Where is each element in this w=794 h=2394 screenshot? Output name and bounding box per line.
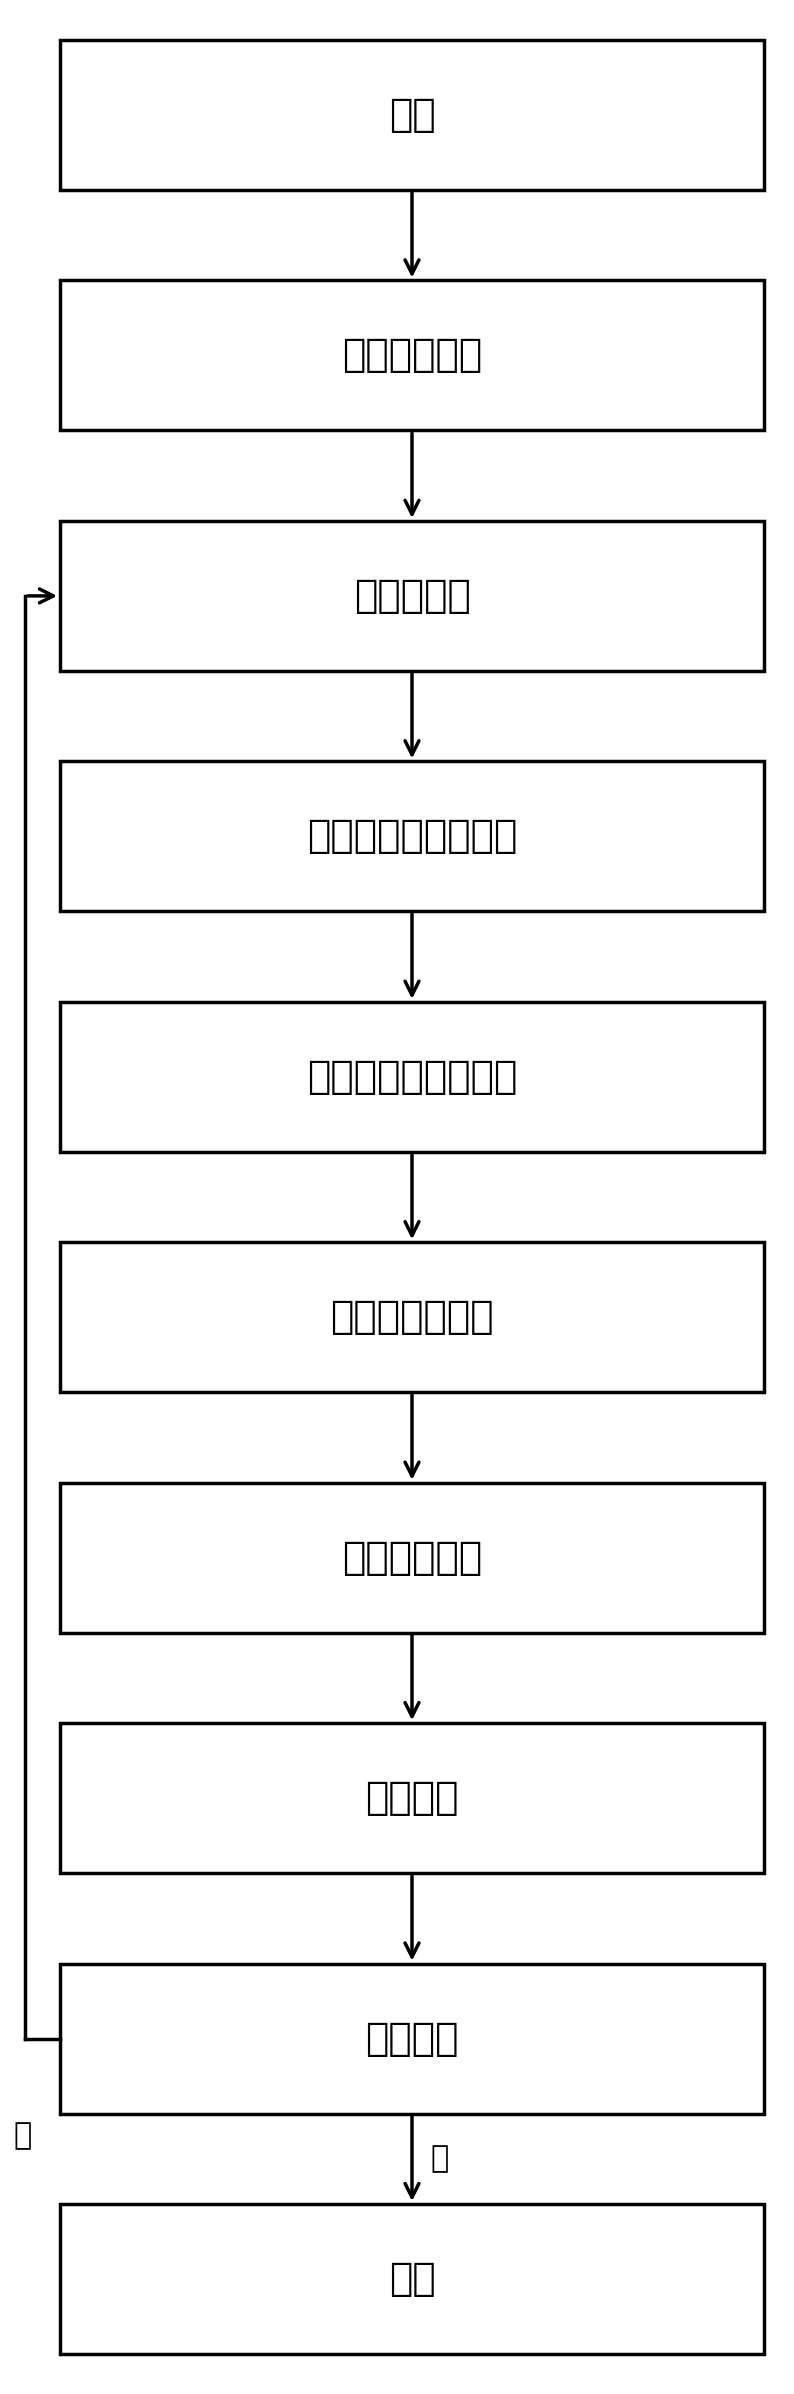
Bar [60,1963,764,2114]
Text: 结束: 结束 [388,2260,435,2298]
Bar [60,522,764,670]
Text: 否: 否 [13,2121,32,2150]
Bar [60,1001,764,1152]
Text: 学习样本读入: 学习样本读入 [342,338,482,373]
Text: 数据正规化: 数据正规化 [353,577,470,615]
Bar [60,1724,764,1872]
Text: 是: 是 [430,2145,449,2174]
Text: 计算隐层误差: 计算隐层误差 [342,1539,482,1578]
Bar [60,761,764,912]
Bar [60,280,764,431]
Text: 开始: 开始 [388,96,435,134]
Text: 允许误差: 允许误差 [365,2021,459,2056]
Text: 计算输出层误差: 计算输出层误差 [330,1298,494,1336]
Text: 调整权值: 调整权值 [365,1779,459,1817]
Bar [60,41,764,189]
Bar [60,1482,764,1633]
Text: 计算隐层节点输出值: 计算隐层节点输出值 [306,1058,517,1096]
Text: 神经网络权值初始化: 神经网络权值初始化 [306,816,517,855]
Bar [60,2205,764,2353]
Bar [60,1242,764,1393]
